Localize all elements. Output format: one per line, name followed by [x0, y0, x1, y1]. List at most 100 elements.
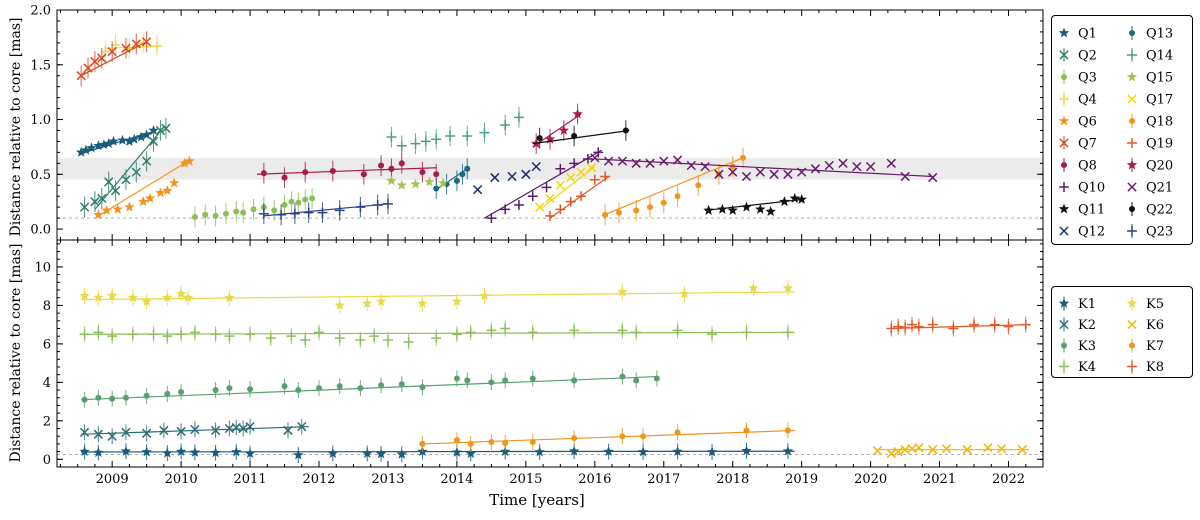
data-point-k4 — [314, 327, 324, 338]
data-point-q22 — [571, 132, 578, 139]
data-point-q21 — [672, 155, 683, 165]
x-tick-label: 2018 — [716, 472, 749, 487]
data-point-q7 — [76, 71, 86, 81]
legend-item-q23: Q23 — [1127, 224, 1173, 240]
data-point-k1 — [244, 448, 256, 458]
data-point-k5 — [106, 290, 118, 301]
data-point-q7 — [131, 39, 141, 49]
legend-marker-q8 — [1060, 161, 1068, 169]
legend-label: Q11 — [1078, 203, 1105, 218]
data-point-q1 — [135, 131, 147, 142]
legend-item-k5: K5 — [1126, 296, 1164, 312]
data-point-q18 — [674, 193, 681, 200]
y-tick-label: 8 — [43, 299, 51, 314]
data-point-q22 — [622, 127, 629, 134]
data-point-q18 — [602, 211, 609, 218]
data-point-q19 — [600, 171, 611, 182]
fit-line-q6 — [98, 160, 189, 217]
series-q6 — [93, 155, 195, 220]
data-point-q20 — [544, 133, 556, 144]
legend-label: Q23 — [1146, 225, 1173, 240]
data-point-k2 — [159, 425, 169, 436]
series-q8 — [256, 152, 440, 188]
data-point-q3 — [250, 206, 257, 213]
data-point-q8 — [281, 174, 288, 181]
data-point-k4 — [355, 335, 366, 345]
data-point-q22 — [536, 135, 543, 142]
data-point-q8 — [260, 170, 267, 177]
data-point-q23 — [372, 200, 383, 210]
data-point-q21 — [810, 164, 821, 174]
data-point-q19 — [545, 210, 555, 221]
fit-line-q23 — [263, 203, 389, 217]
data-point-k4 — [79, 329, 90, 340]
data-point-k4 — [189, 327, 200, 338]
data-point-q8 — [360, 171, 367, 178]
data-point-q3 — [302, 196, 309, 203]
data-point-k3 — [247, 386, 254, 393]
data-point-k3 — [109, 395, 116, 402]
y-tick-label: 2 — [43, 414, 51, 429]
data-point-k1 — [672, 446, 683, 457]
legend-item-k1: K1 — [1058, 296, 1096, 312]
legend-label: Q17 — [1146, 93, 1173, 108]
data-point-k4 — [210, 329, 221, 340]
data-point-q3 — [212, 212, 219, 219]
data-point-k3 — [122, 394, 129, 401]
legend-item-k7: K7 — [1128, 338, 1164, 354]
data-point-q14 — [420, 136, 431, 147]
data-point-q18 — [660, 199, 667, 206]
legend-item-q19: Q19 — [1127, 137, 1173, 152]
series-q15 — [386, 175, 449, 190]
legend-label: K8 — [1146, 360, 1164, 375]
data-point-q1 — [128, 133, 140, 144]
data-point-k6 — [893, 446, 903, 457]
legend-marker-q23 — [1127, 226, 1137, 236]
legend-marker-q2 — [1059, 50, 1069, 60]
data-point-k5 — [362, 297, 373, 308]
x-tick-label: 2014 — [440, 472, 473, 487]
data-point-k5 — [182, 292, 194, 303]
data-point-k1 — [499, 446, 511, 457]
data-point-k1 — [210, 447, 221, 458]
legend-item-k3: K3 — [1060, 338, 1096, 354]
data-point-q1 — [103, 138, 114, 149]
data-point-q2 — [97, 193, 107, 204]
data-point-k4 — [127, 329, 138, 340]
data-point-q2 — [141, 156, 152, 166]
x-tick-label: 2017 — [647, 472, 680, 487]
data-point-k4 — [617, 325, 628, 336]
top-y-axis-label: Distance relative to core [mas] — [8, 18, 24, 237]
data-point-k8 — [913, 321, 924, 332]
data-point-k4 — [500, 323, 511, 334]
legend-marker-q7 — [1059, 138, 1069, 148]
x-tick-label: 2010 — [165, 472, 198, 487]
y-tick-label: 0 — [43, 453, 51, 468]
series-q17 — [535, 163, 597, 212]
data-point-q8 — [329, 167, 336, 175]
data-point-q3 — [222, 210, 229, 217]
data-point-k3 — [281, 383, 288, 390]
data-point-q2 — [121, 175, 131, 185]
data-point-q19 — [576, 191, 586, 202]
data-point-q14 — [396, 140, 407, 151]
data-point-k5 — [224, 292, 235, 303]
series-q20 — [530, 103, 583, 154]
data-point-k4 — [631, 327, 642, 338]
bottom-panel: 0 2 4 6 8 10 2009 2010 2011 2012 2013 2014 2015 2016 2… — [34, 239, 1044, 487]
fit-line-k3 — [81, 375, 657, 401]
data-point-k6 — [983, 443, 993, 453]
legend-item-k6: K6 — [1127, 318, 1164, 333]
data-point-q14 — [500, 120, 511, 130]
data-point-q6 — [184, 155, 195, 166]
data-point-q18 — [615, 209, 622, 216]
data-point-q4 — [152, 41, 162, 52]
data-point-k5 — [162, 292, 173, 303]
fit-line-k7 — [422, 429, 795, 445]
data-point-k5 — [375, 296, 387, 307]
data-point-q1 — [86, 142, 97, 153]
top-panel: 0.0 0.5 1.0 1.5 2.0 — [30, 4, 1044, 241]
data-point-k4 — [369, 331, 380, 342]
data-point-k4 — [672, 325, 683, 336]
data-point-q10 — [500, 204, 511, 215]
